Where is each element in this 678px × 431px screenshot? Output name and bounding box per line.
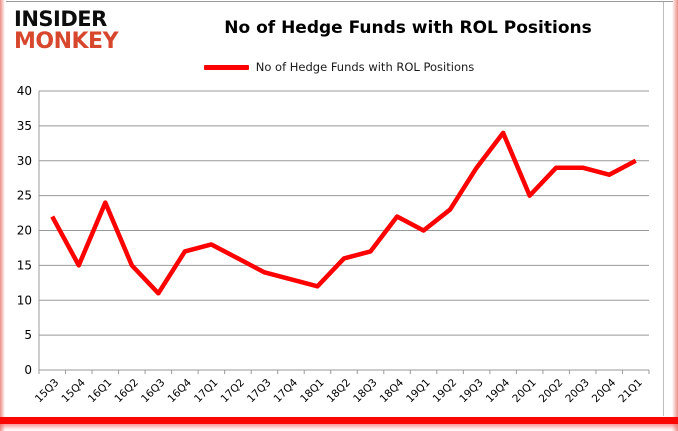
x-axis-tick-label: 20Q2 bbox=[537, 377, 566, 406]
x-axis-tick-label: 15Q4 bbox=[59, 376, 88, 405]
legend-line-swatch bbox=[203, 64, 249, 70]
y-axis-tick-label: 20 bbox=[17, 224, 32, 238]
x-axis-tick-label: 20Q3 bbox=[563, 377, 592, 406]
y-axis-tick-label: 5 bbox=[24, 328, 32, 342]
x-axis-tick-label: 18Q4 bbox=[378, 376, 407, 405]
chart-title: No of Hedge Funds with ROL Positions bbox=[224, 18, 592, 38]
y-axis-tick-label: 15 bbox=[17, 258, 32, 272]
x-axis-tick-label: 19Q1 bbox=[404, 377, 433, 406]
x-axis-tick-label: 18Q1 bbox=[298, 377, 327, 406]
x-axis-tick-label: 19Q4 bbox=[484, 376, 513, 405]
x-axis-tick-label: 17Q3 bbox=[245, 377, 274, 406]
x-axis-tick-label: 20Q4 bbox=[590, 376, 619, 405]
page-left-border bbox=[0, 0, 5, 431]
logo-word-insider: INSIDER bbox=[14, 7, 107, 31]
x-axis-tick-label: 18Q3 bbox=[351, 377, 380, 406]
x-axis-tick-label: 16Q3 bbox=[139, 377, 168, 406]
x-axis-tick-label: 16Q2 bbox=[112, 377, 141, 406]
x-axis-tick-label: 17Q2 bbox=[219, 377, 248, 406]
logo-word-monkey: MONKEY bbox=[14, 28, 119, 54]
y-axis-tick-label: 10 bbox=[17, 293, 32, 307]
x-axis-tick-label: 15Q3 bbox=[33, 377, 62, 406]
legend-series-label: No of Hedge Funds with ROL Positions bbox=[255, 60, 475, 74]
x-axis-tick-label: 21Q1 bbox=[616, 377, 645, 406]
y-axis-tick-label: 40 bbox=[17, 84, 32, 98]
x-axis-tick-label: 19Q3 bbox=[457, 377, 486, 406]
insider-monkey-logo: INSIDER MONKEY bbox=[14, 7, 119, 54]
x-axis-tick-label: 18Q2 bbox=[325, 377, 354, 406]
chart-legend: No of Hedge Funds with ROL Positions bbox=[0, 60, 678, 74]
x-axis-tick-label: 16Q1 bbox=[86, 377, 115, 406]
x-axis-tick-label: 17Q1 bbox=[192, 377, 221, 406]
data-series-line bbox=[50, 130, 637, 296]
y-axis-tick-label: 25 bbox=[17, 189, 32, 203]
y-axis-tick-label: 30 bbox=[17, 154, 32, 168]
y-axis-tick-label: 0 bbox=[24, 363, 32, 377]
chart-frame-right-border bbox=[663, 2, 664, 416]
x-axis-tick-label: 16Q4 bbox=[165, 376, 194, 405]
page-right-border bbox=[672, 0, 678, 431]
x-axis-tick-label: 20Q1 bbox=[510, 377, 539, 406]
bottom-red-bar bbox=[0, 417, 678, 424]
x-axis-tick-label: 17Q4 bbox=[272, 376, 301, 405]
chart-frame-top-border bbox=[6, 1, 673, 2]
y-axis-tick-label: 35 bbox=[17, 119, 32, 133]
x-axis-tick-label: 19Q2 bbox=[431, 377, 460, 406]
